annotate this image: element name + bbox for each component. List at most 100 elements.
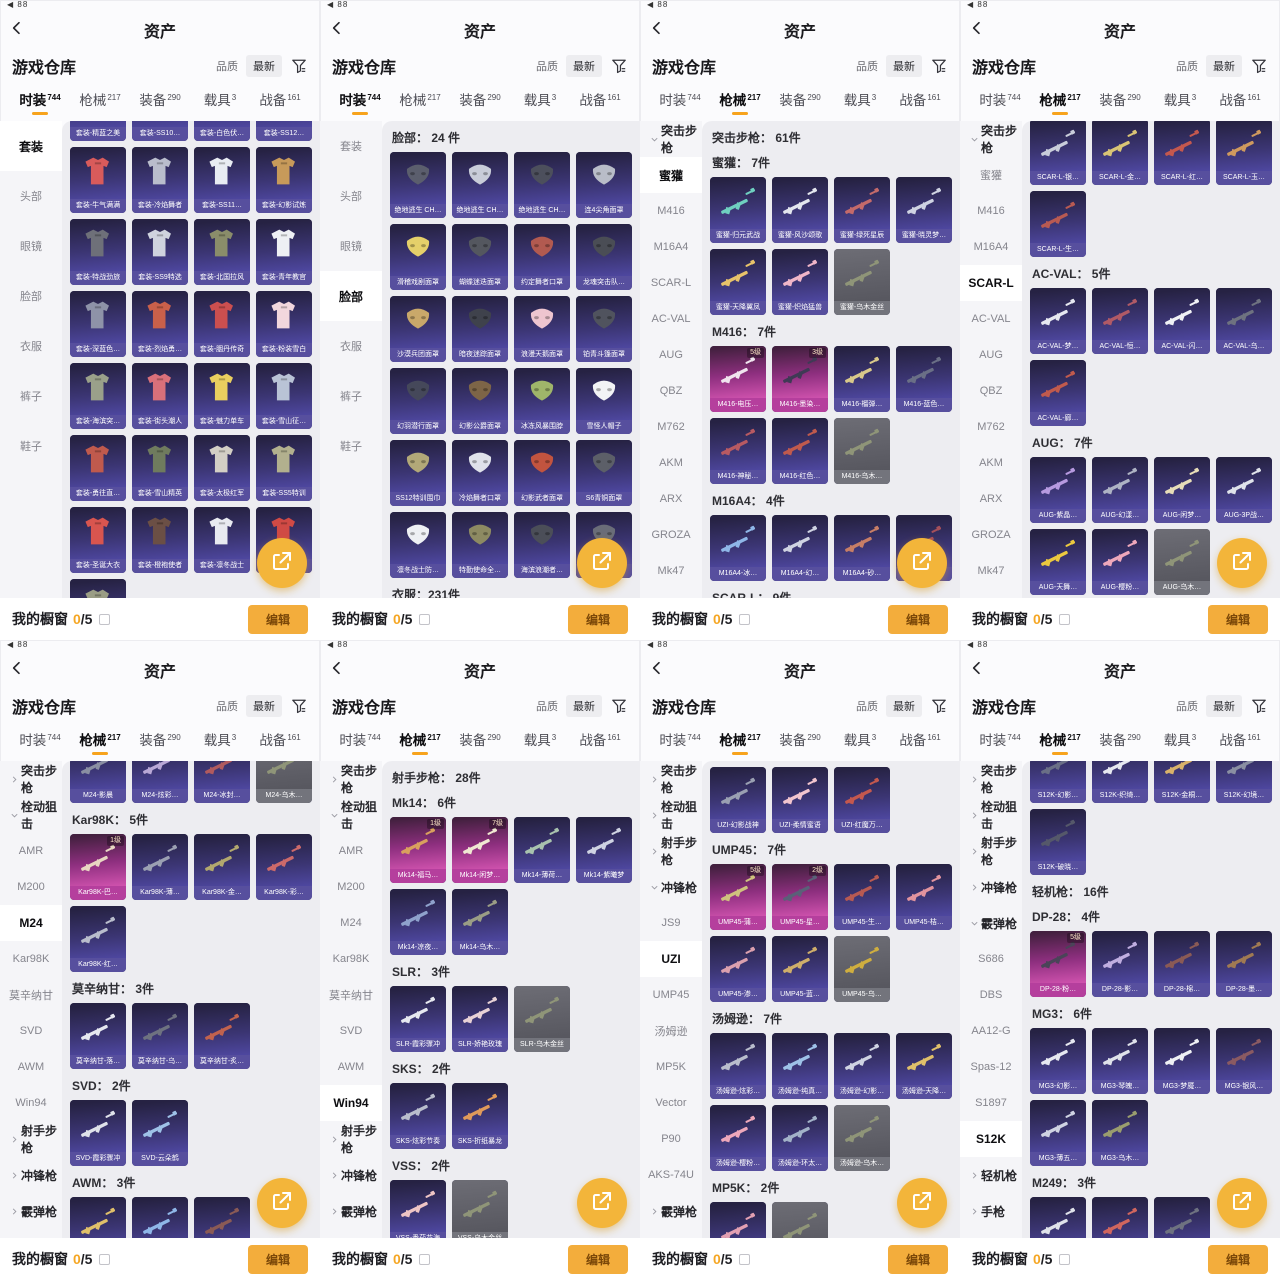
item-card[interactable]: 莫辛纳甘-落… [70,1003,126,1069]
item-card[interactable]: Mk14-凉夜… [390,889,446,955]
item-card[interactable]: 浪漫天鹅面罩 [514,296,570,362]
tab-战备[interactable]: 战备161 [890,85,950,109]
item-card[interactable]: M24-冰封… [194,761,250,803]
item-card[interactable]: VSS-乌木金丝 [452,1180,508,1238]
item-card[interactable]: SLR-乌木金丝 [514,986,570,1052]
share-fab-button[interactable] [897,538,947,588]
tab-装备[interactable]: 装备290 [1090,85,1150,109]
sort-latest-filter[interactable]: 最新 [566,695,602,717]
item-card[interactable]: AUG-樱粉… [1092,529,1148,595]
sidebar-item-M24[interactable]: M24 [320,905,382,941]
sidebar-item-SCAR-L[interactable]: SCAR-L [640,265,702,301]
item-card[interactable]: S12K-幻影… [1030,761,1086,803]
sidebar-item-S686[interactable]: S686 [960,941,1022,977]
item-card[interactable]: 蜜獾-炽焰猛兽 [772,249,828,315]
tab-时装[interactable]: 时装744 [970,725,1030,749]
item-card[interactable]: DP-28-墨… [1216,931,1272,997]
item-card[interactable]: Kar98K-薄… [132,834,188,900]
sidebar-item-GROZA[interactable]: GROZA [640,517,702,553]
item-card[interactable]: SKS-折纸暴龙 [452,1083,508,1149]
item-card[interactable]: 冷焰舞者口罩 [452,440,508,506]
sidebar-item-P90[interactable]: P90 [640,1121,702,1157]
item-card[interactable]: 绝地逃生 CH… [390,152,446,218]
item-card[interactable]: S12K-幻境… [1216,761,1272,803]
sidebar-item-Kar98K[interactable]: Kar98K [0,941,62,977]
sidebar-item-眼镜[interactable]: 眼镜 [320,221,382,271]
item-card[interactable]: M416-榴弹… [834,346,890,412]
sidebar-item-莫辛纳甘[interactable]: 莫辛纳甘 [320,977,382,1013]
item-card[interactable]: AC-VAL-闪… [1154,288,1210,354]
item-card[interactable]: 套装-牛气满满 [70,147,126,213]
item-card[interactable]: AC-VAL-乌… [1216,288,1272,354]
share-fab-button[interactable] [257,538,307,588]
sidebar-item-M200[interactable]: M200 [0,869,62,905]
item-card[interactable]: M416-蓝色… [896,346,952,412]
tab-战备[interactable]: 战备161 [890,725,950,749]
tab-载具[interactable]: 载具3 [830,725,890,749]
sort-latest-filter[interactable]: 最新 [886,695,922,717]
sidebar-item-S1897[interactable]: S1897 [960,1085,1022,1121]
sidebar-item-栓动狙击[interactable]: 栓动狙击 [320,797,382,833]
item-card[interactable]: MG3-梦魇… [1154,1028,1210,1094]
item-card[interactable]: M416-神秘… [710,418,766,484]
item-card[interactable]: SCAR-L-生… [1030,191,1086,257]
sidebar-item-套装[interactable]: 套装 [320,121,382,171]
sort-latest-filter[interactable]: 最新 [1206,695,1242,717]
sidebar-item-AKM[interactable]: AKM [640,445,702,481]
tab-时装[interactable]: 时装744 [330,85,390,115]
sidebar-item-轻机枪[interactable]: 轻机枪 [960,1157,1022,1193]
sidebar-item-AMR[interactable]: AMR [0,833,62,869]
item-card[interactable]: S6青铜面罩 [576,440,632,506]
item-card[interactable]: AUG-天舞… [1030,529,1086,595]
item-card[interactable]: MG3-琴魄… [1092,1028,1148,1094]
item-card[interactable]: UZI-红魔万… [834,767,890,833]
item-card[interactable]: 3级 M416-墨染… [772,346,828,412]
item-card[interactable]: AWM-纯真… [132,1197,188,1238]
tab-时装[interactable]: 时装744 [970,85,1030,109]
sidebar-item-冲锋枪[interactable]: 冲锋枪 [640,869,702,905]
item-card[interactable]: Kar98K-金… [194,834,250,900]
sidebar-item-鞋子[interactable]: 鞋子 [0,421,62,471]
item-card[interactable]: 汤姆逊-炫彩… [710,1033,766,1099]
edit-button[interactable]: 编辑 [887,1244,948,1274]
tab-战备[interactable]: 战备161 [570,85,630,109]
item-card[interactable]: M24-炫彩… [132,761,188,803]
item-card[interactable]: 套装-粉装雪白 [256,291,312,357]
sidebar-item-M416[interactable]: M416 [960,193,1022,229]
tab-战备[interactable]: 战备161 [250,725,310,749]
sidebar-item-AMR[interactable]: AMR [320,833,382,869]
item-card[interactable]: SLR-霞彩骤冲 [390,986,446,1052]
item-card[interactable]: SCAR-L-玉… [1216,121,1272,185]
edit-button[interactable]: 编辑 [567,1244,628,1274]
item-card[interactable]: SKS-炫彩节奏 [390,1083,446,1149]
item-card[interactable]: 套装-街头潮人 [132,363,188,429]
item-card[interactable]: 套装-深蓝色… [70,291,126,357]
item-card[interactable]: UMP45-渗… [710,936,766,1002]
sidebar-item-AC-VAL[interactable]: AC-VAL [960,301,1022,337]
sidebar-item-Win94[interactable]: Win94 [320,1085,382,1121]
tab-枪械[interactable]: 枪械217 [390,725,450,755]
sidebar-item-射手步枪[interactable]: 射手步枪 [640,833,702,869]
item-card[interactable]: AC-VAL-梦… [1030,288,1086,354]
item-card[interactable]: Kar98K-红… [70,906,126,972]
item-card[interactable]: M416-乌木… [834,418,890,484]
sidebar-item-GROZA[interactable]: GROZA [960,517,1022,553]
back-button[interactable] [0,13,34,47]
quality-filter[interactable]: 品质 [856,61,878,73]
sidebar-item-蜜獾[interactable]: 蜜獾 [640,157,702,193]
item-card[interactable]: S12K-破晓… [1030,809,1086,875]
item-card[interactable]: MG3-乌木… [1092,1100,1148,1166]
back-button[interactable] [960,13,994,47]
item-card[interactable]: 蜜獾-绿死星辰 [834,177,890,243]
item-card[interactable]: 套装-太极红军 [194,435,250,501]
filter-icon[interactable] [1250,697,1268,715]
item-card[interactable]: 套装-特战劲旅 [70,219,126,285]
item-card[interactable]: M416-红色… [772,418,828,484]
item-card[interactable]: 套装-勇往直… [70,435,126,501]
item-card[interactable]: 套装-SS5特训 [256,435,312,501]
sidebar-item-莫辛纳甘[interactable]: 莫辛纳甘 [0,977,62,1013]
back-button[interactable] [320,13,354,47]
sidebar-item-突击步枪[interactable]: 突击步枪 [320,761,382,797]
sidebar-item-突击步枪[interactable]: 突击步枪 [0,761,62,797]
filter-icon[interactable] [290,697,308,715]
